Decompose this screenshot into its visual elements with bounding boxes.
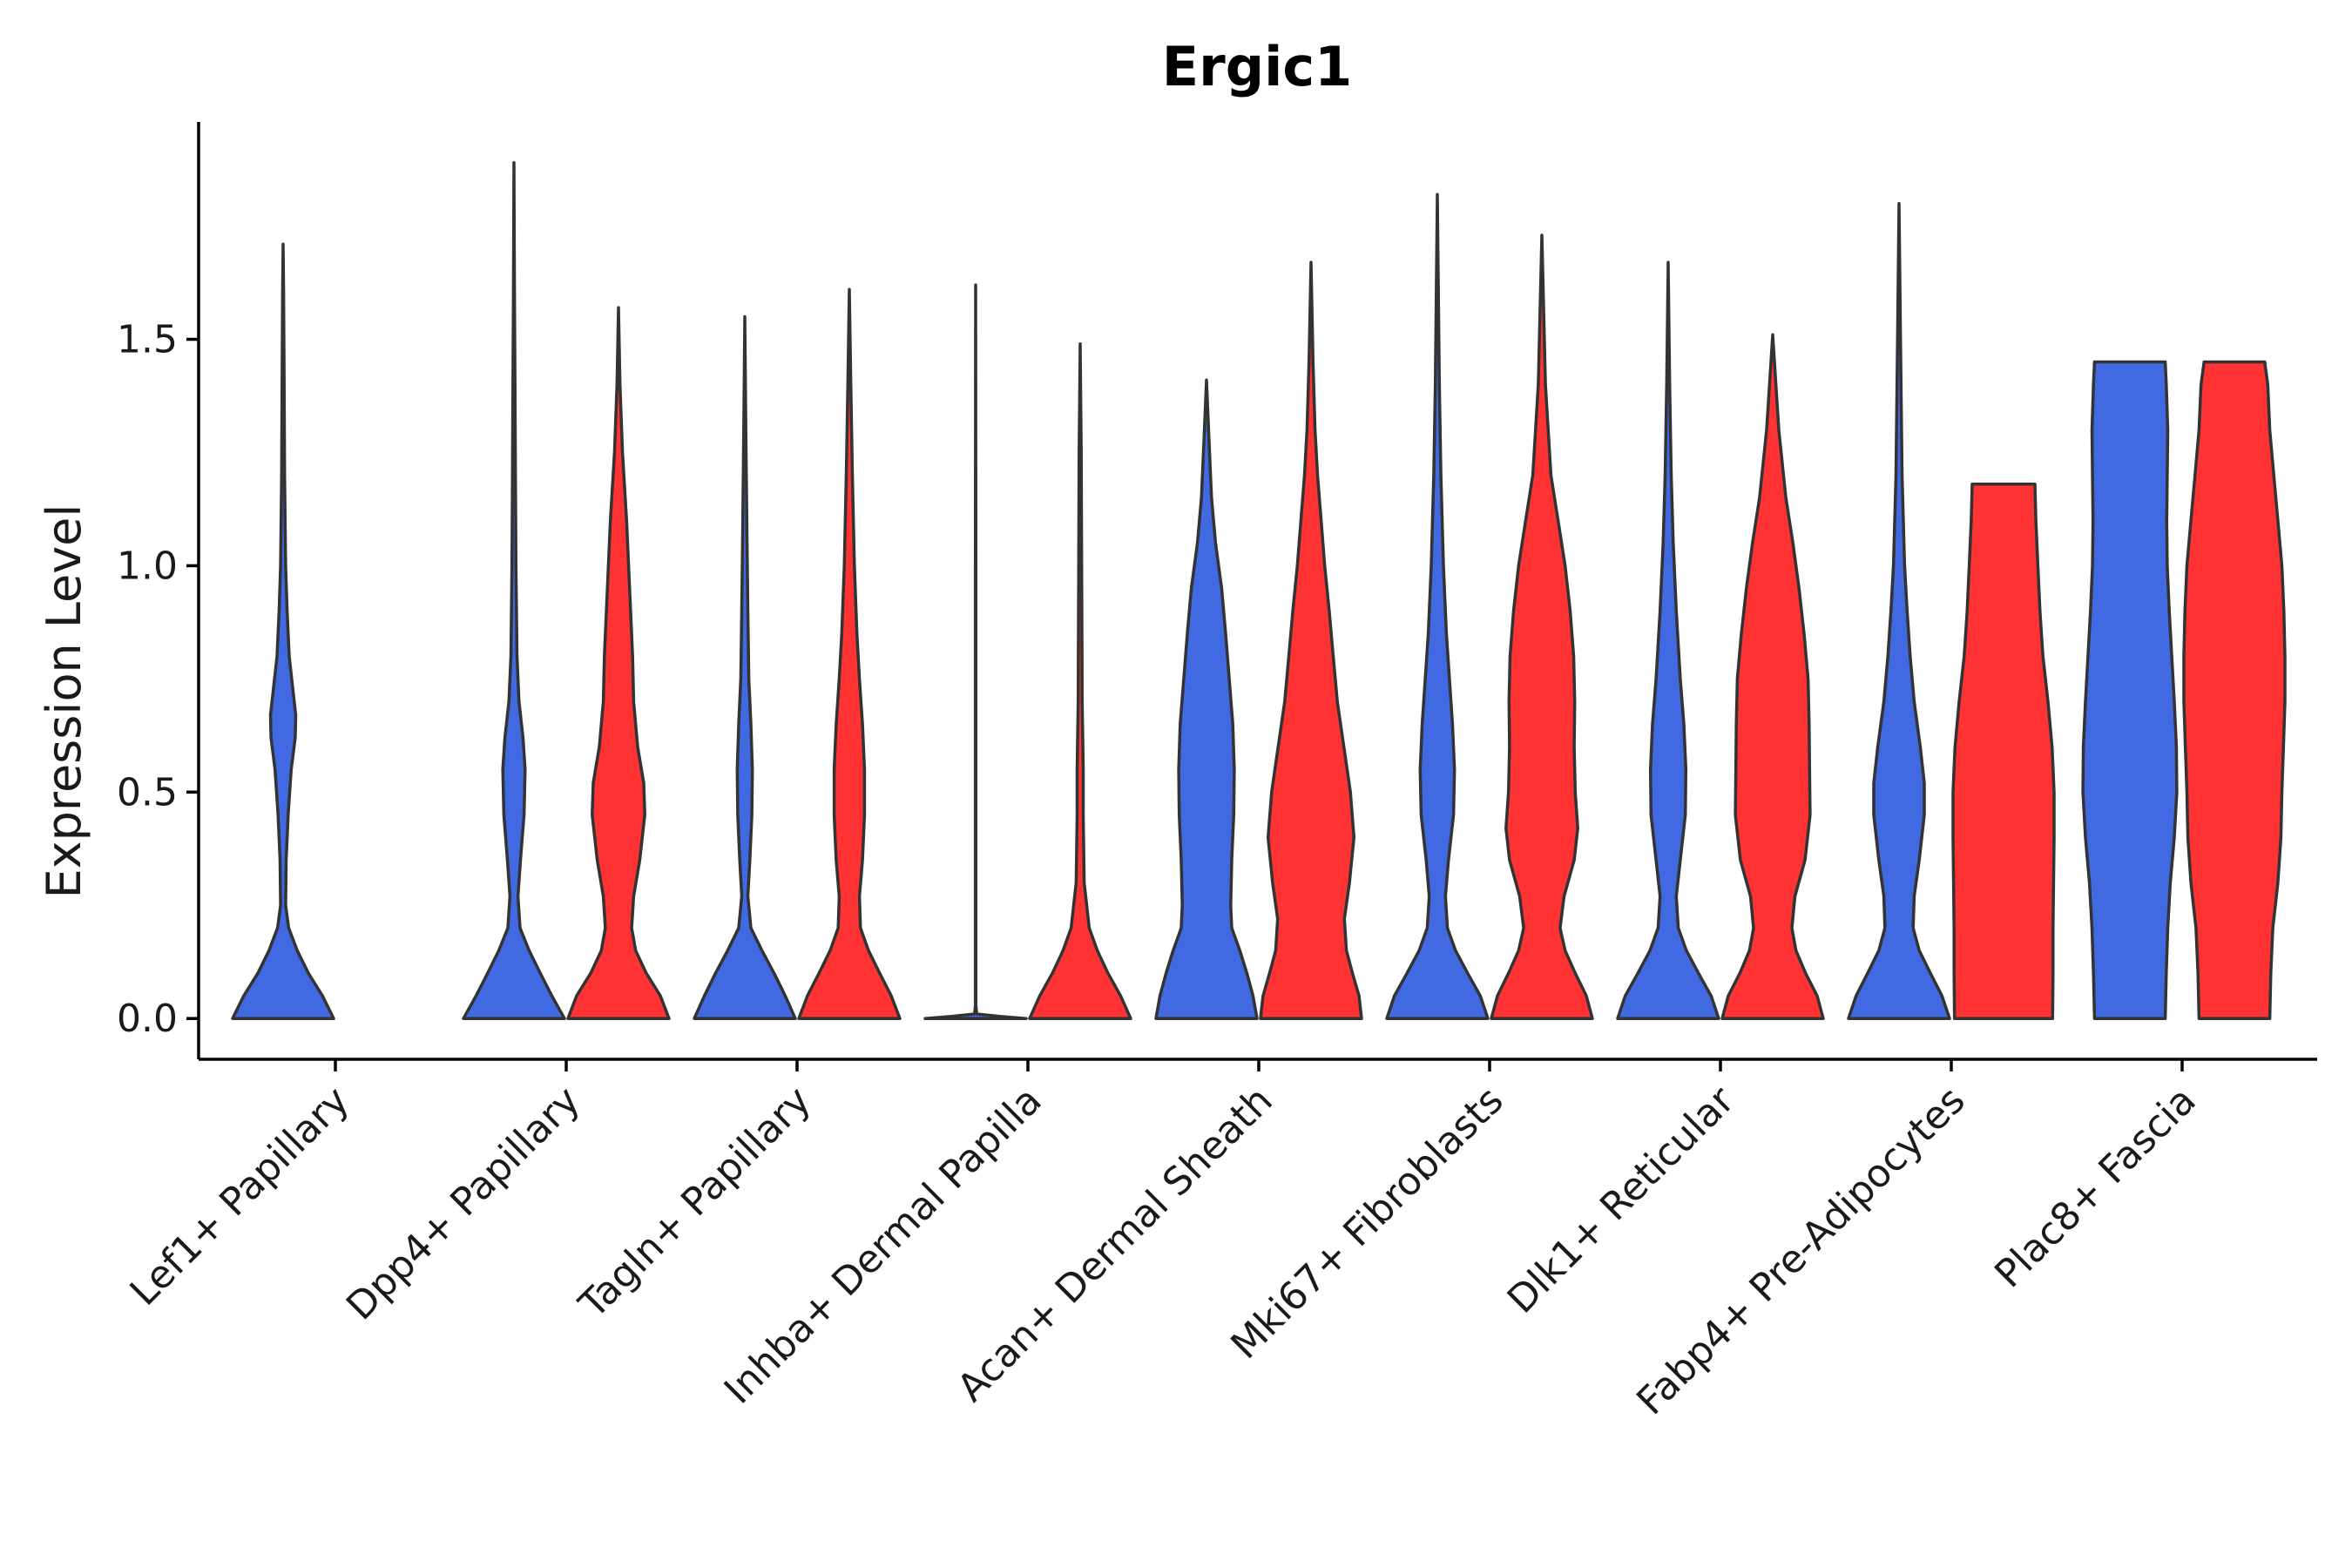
violin-group-2-4 <box>1259 260 1363 1020</box>
violin-group-2-6 <box>1720 333 1825 1020</box>
violin-group-2-8 <box>2182 360 2287 1020</box>
x-tick-label: Lef1+ Papillary <box>122 1078 358 1315</box>
violin-group-1-8 <box>2081 360 2179 1020</box>
violin-group-1-6 <box>1616 260 1720 1020</box>
x-tick-label: Tagln+ Papillary <box>571 1078 820 1328</box>
y-tick-label: 0.5 <box>117 770 178 814</box>
y-tick-label: 1.0 <box>117 544 178 588</box>
violin-group-2-1 <box>566 306 671 1020</box>
violin-group-1-7 <box>1847 201 1951 1020</box>
y-axis-ticks: 0.0 0.5 1.0 1.5 <box>117 318 199 1041</box>
violin-group-2-5 <box>1490 233 1594 1020</box>
violin-group-1-3 <box>923 283 1028 1020</box>
violin-group-1-4 <box>1154 378 1259 1020</box>
violin-group-1-1 <box>462 161 566 1020</box>
violin-group-1-2 <box>693 314 797 1020</box>
x-tick-label: Plac8+ Fascia <box>1986 1078 2205 1297</box>
violin-group-1-0 <box>231 242 335 1020</box>
y-tick-label: 0.0 <box>117 997 178 1041</box>
violin-group-2-3 <box>1028 341 1132 1020</box>
violin-group-2-2 <box>797 287 902 1020</box>
violin-group-1-5 <box>1385 193 1490 1020</box>
x-tick-label: Dlk1+ Reticular <box>1499 1078 1744 1322</box>
y-axis-label: Expression Level <box>37 504 91 899</box>
y-tick-label: 1.5 <box>117 318 178 362</box>
chart-title: Ergic1 <box>1162 35 1352 98</box>
x-tick-label: Dpp4+ Papillary <box>338 1078 589 1329</box>
violin-group-2-7 <box>1951 483 2056 1020</box>
violins <box>231 161 2287 1020</box>
